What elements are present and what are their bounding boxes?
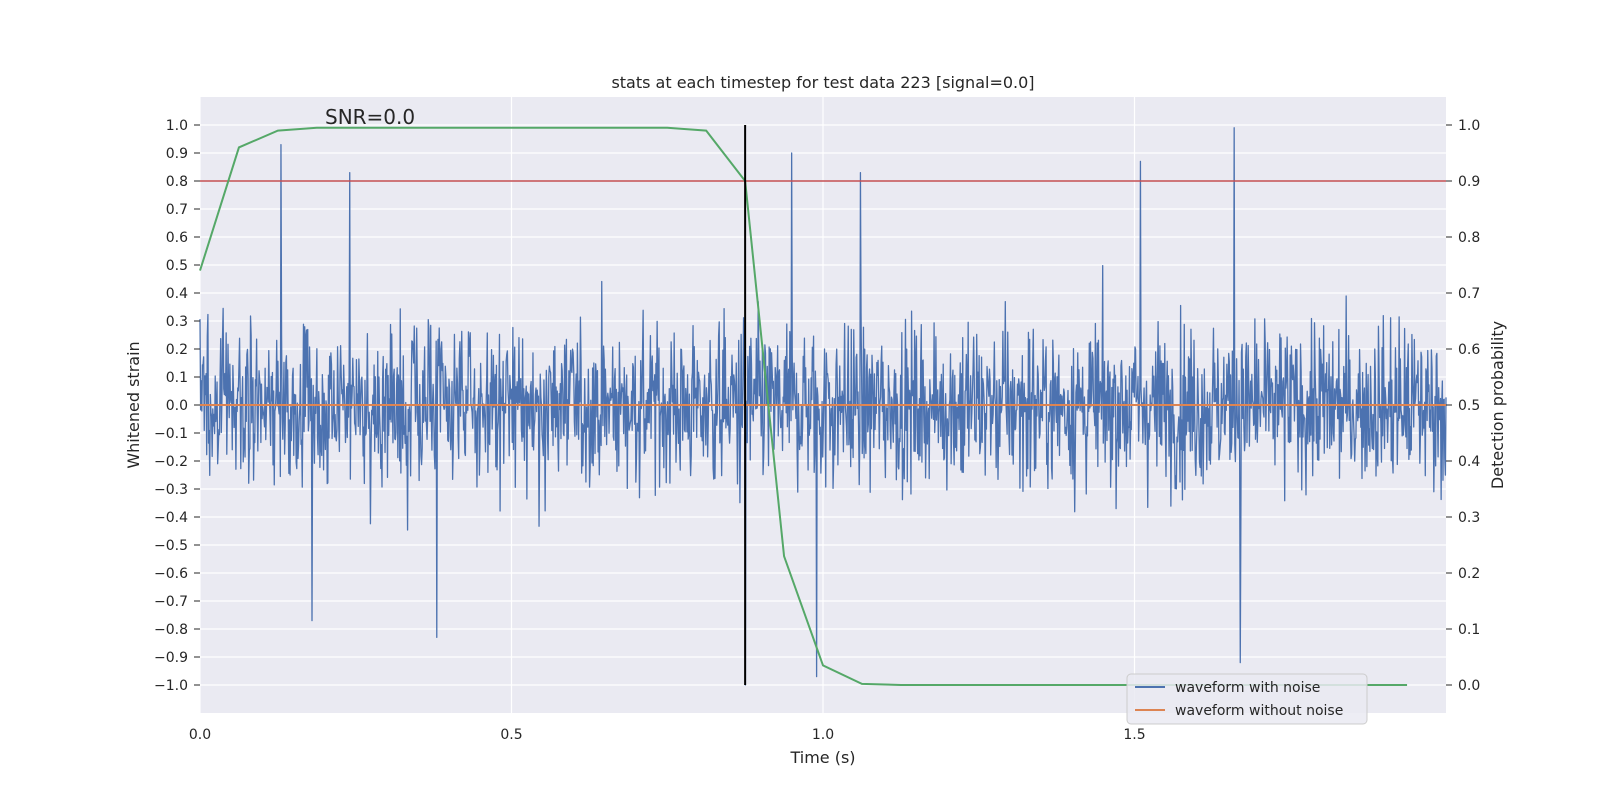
y-right-tick-label: 0.8 (1458, 230, 1480, 246)
y-right-tick-label: 0.5 (1458, 398, 1480, 414)
legend-label-noise: waveform with noise (1175, 680, 1320, 696)
legend-box (1126, 673, 1368, 725)
y-left-axis-ticks: 1.0 0.9 0.8 0.7 0.6 0.5 0.4 0.3 0.2 0.1 0.0 −0.1 −0.… (154, 118, 200, 694)
y-left-axis-label: Whitened strain (124, 341, 143, 468)
x-axis-ticks: 0.0 0.5 1.0 1.5 (189, 727, 1146, 743)
y-left-tick-label: 0.5 (166, 258, 188, 274)
y-left-tick-label: 0.7 (166, 202, 188, 218)
y-right-tick-label: 0.4 (1458, 454, 1480, 470)
y-right-axis-label: Detection probability (1488, 321, 1507, 489)
x-axis-label: Time (s) (789, 748, 855, 767)
legend-label-clean: waveform without noise (1175, 703, 1343, 719)
y-right-tick-label: 0.6 (1458, 342, 1480, 358)
legend: waveform with noise waveform without noi… (1126, 673, 1368, 725)
y-right-axis-ticks: 1.0 0.9 0.8 0.7 0.6 0.5 0.4 0.3 0.2 0.1 0.0 (1446, 118, 1480, 694)
y-left-tick-label: −0.3 (154, 482, 188, 498)
y-left-tick-label: 0.3 (166, 314, 188, 330)
y-right-tick-label: 0.7 (1458, 286, 1480, 302)
y-left-tick-label: −0.8 (154, 622, 188, 638)
y-right-tick-label: 0.1 (1458, 622, 1480, 638)
series-waveform-with-noise (199, 127, 1447, 686)
y-left-tick-label: 0.4 (166, 286, 188, 302)
y-right-tick-label: 0.2 (1458, 566, 1480, 582)
waveform-with-noise-line (199, 127, 1447, 686)
y-left-tick-label: 0.2 (166, 342, 188, 358)
y-left-tick-label: −0.1 (154, 426, 188, 442)
y-left-tick-label: −0.9 (154, 650, 188, 666)
x-tick-label: 1.0 (812, 727, 834, 743)
y-left-tick-label: −0.7 (154, 594, 188, 610)
y-left-tick-label: 0.1 (166, 370, 188, 386)
x-tick-label: 0.0 (189, 727, 211, 743)
y-left-tick-label: −0.5 (154, 538, 188, 554)
y-left-tick-label: 0.8 (166, 174, 188, 190)
y-left-tick-label: 0.0 (166, 398, 188, 414)
y-right-tick-label: 0.0 (1458, 678, 1480, 694)
y-left-tick-label: −0.6 (154, 566, 188, 582)
y-left-tick-label: 0.9 (166, 146, 188, 162)
y-left-tick-label: 1.0 (166, 118, 188, 134)
chart-title: stats at each timestep for test data 223… (611, 73, 1034, 92)
y-left-tick-label: −0.4 (154, 510, 188, 526)
snr-annotation: SNR=0.0 (325, 105, 415, 129)
y-left-tick-label: −0.2 (154, 454, 188, 470)
x-tick-label: 0.5 (500, 727, 522, 743)
y-right-tick-label: 1.0 (1458, 118, 1480, 134)
x-tick-label: 1.5 (1123, 727, 1145, 743)
y-right-tick-label: 0.9 (1458, 174, 1480, 190)
y-left-tick-label: −1.0 (154, 678, 188, 694)
y-right-tick-label: 0.3 (1458, 510, 1480, 526)
y-left-tick-label: 0.6 (166, 230, 188, 246)
